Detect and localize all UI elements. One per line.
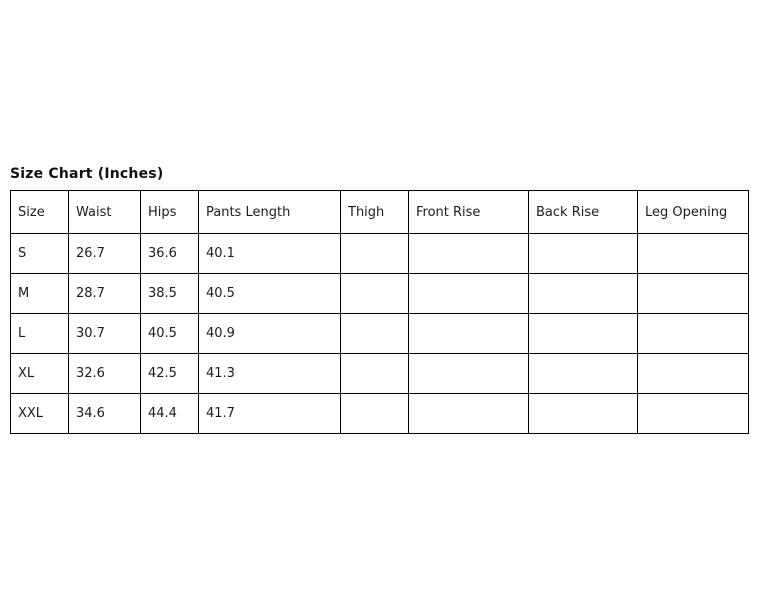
cell-front-rise — [408, 353, 529, 394]
cell-size: XL — [10, 353, 69, 394]
column-header-hips: Hips — [140, 190, 199, 234]
cell-back-rise — [528, 393, 638, 434]
cell-size: S — [10, 233, 69, 274]
column-header-thigh: Thigh — [340, 190, 409, 234]
cell-back-rise — [528, 353, 638, 394]
page-title: Size Chart (Inches) — [10, 166, 164, 182]
cell-hips: 40.5 — [140, 313, 199, 354]
cell-waist: 28.7 — [68, 273, 141, 314]
cell-front-rise — [408, 393, 529, 434]
table-row-xxl: XXL 34.6 44.4 41.7 — [10, 393, 749, 434]
cell-thigh — [340, 273, 409, 314]
cell-leg-opening — [637, 353, 749, 394]
column-header-pants-length: Pants Length — [198, 190, 341, 234]
cell-thigh — [340, 313, 409, 354]
size-chart-table: Size Waist Hips Pants Length Thigh Front… — [10, 190, 749, 434]
cell-leg-opening — [637, 233, 749, 274]
column-header-leg-opening: Leg Opening — [637, 190, 749, 234]
cell-hips: 44.4 — [140, 393, 199, 434]
cell-pants-length: 40.1 — [198, 233, 341, 274]
size-chart-section: Size Chart (Inches) Size Waist Hips Pant… — [10, 166, 749, 434]
cell-back-rise — [528, 313, 638, 354]
cell-back-rise — [528, 233, 638, 274]
cell-size: L — [10, 313, 69, 354]
cell-front-rise — [408, 313, 529, 354]
cell-back-rise — [528, 273, 638, 314]
cell-waist: 30.7 — [68, 313, 141, 354]
cell-hips: 38.5 — [140, 273, 199, 314]
cell-pants-length: 41.3 — [198, 353, 341, 394]
cell-hips: 36.6 — [140, 233, 199, 274]
cell-leg-opening — [637, 313, 749, 354]
cell-waist: 26.7 — [68, 233, 141, 274]
cell-thigh — [340, 393, 409, 434]
table-row-l: L 30.7 40.5 40.9 — [10, 313, 749, 354]
table-row-xl: XL 32.6 42.5 41.3 — [10, 353, 749, 394]
cell-leg-opening — [637, 393, 749, 434]
column-header-front-rise: Front Rise — [408, 190, 529, 234]
cell-hips: 42.5 — [140, 353, 199, 394]
cell-front-rise — [408, 233, 529, 274]
column-header-back-rise: Back Rise — [528, 190, 638, 234]
table-row-m: M 28.7 38.5 40.5 — [10, 273, 749, 314]
column-header-size: Size — [10, 190, 69, 234]
cell-pants-length: 40.5 — [198, 273, 341, 314]
cell-waist: 34.6 — [68, 393, 141, 434]
cell-front-rise — [408, 273, 529, 314]
cell-leg-opening — [637, 273, 749, 314]
table-row-s: S 26.7 36.6 40.1 — [10, 233, 749, 274]
cell-thigh — [340, 353, 409, 394]
cell-size: XXL — [10, 393, 69, 434]
cell-pants-length: 41.7 — [198, 393, 341, 434]
cell-size: M — [10, 273, 69, 314]
column-header-waist: Waist — [68, 190, 141, 234]
cell-thigh — [340, 233, 409, 274]
cell-waist: 32.6 — [68, 353, 141, 394]
cell-pants-length: 40.9 — [198, 313, 341, 354]
table-header-row: Size Waist Hips Pants Length Thigh Front… — [10, 190, 749, 234]
